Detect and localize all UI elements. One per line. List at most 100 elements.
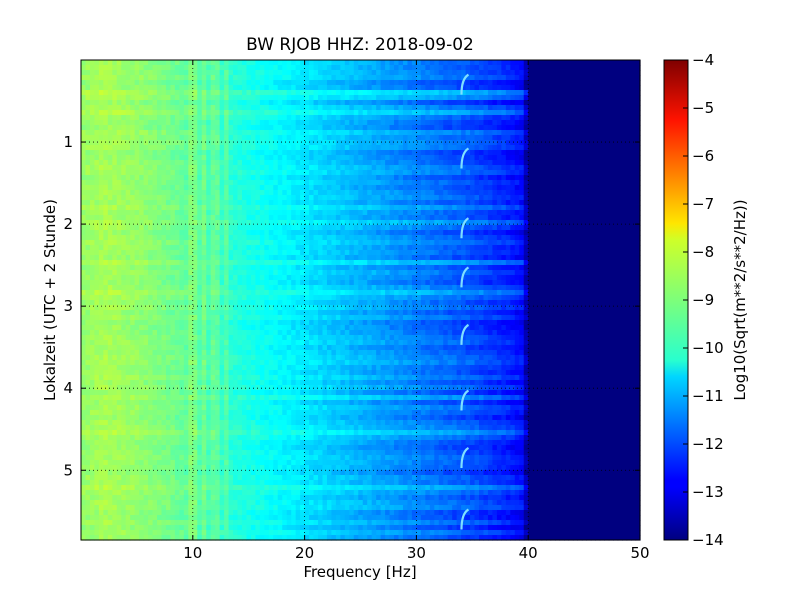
heatmap-cell [380,150,386,156]
heatmap-cell [85,100,91,106]
heatmap-cell [443,105,449,111]
heatmap-cell [326,175,333,181]
heatmap-cell [188,220,194,226]
heatmap-cell [353,80,359,86]
heatmap-cell [273,185,279,191]
heatmap-cell [188,245,194,251]
heatmap-cell [376,210,382,216]
heatmap-cell [385,125,391,131]
heatmap-cell [532,120,538,126]
heatmap-cell [608,250,614,256]
heatmap-cell [474,145,480,151]
heatmap-cell [326,100,333,106]
heatmap-cell [568,125,574,131]
heatmap-cell [443,60,449,66]
heatmap-cell [282,140,288,146]
heatmap-cell [590,100,596,106]
heatmap-cell [572,155,578,161]
heatmap-cell [295,130,301,136]
heatmap-cell [492,185,498,191]
heatmap-cell [479,75,485,81]
heatmap-cell [613,210,619,216]
heatmap-cell [134,225,140,231]
heatmap-cell [555,180,561,186]
heatmap-cell [344,155,350,161]
heatmap-cell [438,115,444,121]
heatmap-cell [157,75,163,81]
heatmap-cell [461,200,467,206]
heatmap-cell [313,165,319,171]
heatmap-cell [121,110,127,116]
heatmap-cell [246,70,252,76]
heatmap-cell [215,245,221,251]
heatmap-cell [416,200,422,206]
heatmap-cell [179,225,185,231]
heatmap-cell [577,155,583,161]
heatmap-cell [528,255,534,261]
heatmap-cell [201,110,207,116]
heatmap-cell [402,95,409,101]
heatmap-cell [479,120,485,126]
heatmap-cell [483,210,489,216]
heatmap-cell [246,90,252,96]
heatmap-cell [125,135,131,141]
heatmap-cell [85,185,91,191]
heatmap-cell [107,125,113,131]
heatmap-cell [322,80,328,86]
heatmap-cell [85,115,91,121]
heatmap-cell [358,120,364,126]
heatmap-cell [416,110,422,116]
heatmap-cell [85,170,91,176]
heatmap-cell [309,180,315,186]
heatmap-cell [81,255,87,261]
heatmap-cell [353,195,359,201]
heatmap-cell [241,255,248,261]
heatmap-cell [250,230,257,236]
heatmap-cell [434,120,440,126]
heatmap-cell [81,240,87,246]
heatmap-cell [201,150,207,156]
heatmap-cell [224,200,230,206]
heatmap-cell [563,255,570,261]
heatmap-cell [617,175,623,181]
heatmap-cell [599,185,605,191]
heatmap-cell [420,200,426,206]
heatmap-cell [510,175,516,181]
heatmap-cell [626,190,632,196]
heatmap-cell [98,75,104,81]
heatmap-cell [201,85,207,91]
heatmap-cell [528,150,534,156]
heatmap-cell [519,60,525,66]
heatmap-cell [479,110,485,116]
heatmap-cell [604,220,610,226]
heatmap-cell [519,105,525,111]
heatmap-cell [318,190,324,196]
heatmap-cell [89,90,96,96]
heatmap-cell [577,165,583,171]
heatmap-cell [470,135,476,141]
heatmap-cell [121,180,127,186]
heatmap-cell [505,115,511,121]
heatmap-cell [286,135,292,141]
heatmap-cell [577,95,583,101]
heatmap-cell [174,135,180,141]
heatmap-cell [112,155,118,161]
heatmap-cell [161,100,167,106]
heatmap-cell [237,70,243,76]
heatmap-cell [411,180,417,186]
heatmap-cell [389,135,395,141]
heatmap-cell [362,95,368,101]
heatmap-cell [514,140,520,146]
heatmap-cell [322,145,328,151]
heatmap-cell [219,195,225,201]
heatmap-cell [197,175,203,181]
heatmap-cell [134,250,140,256]
heatmap-cell [344,205,350,211]
heatmap-cell [447,60,453,66]
heatmap-cell [398,160,404,166]
heatmap-cell [514,115,520,121]
heatmap-cell [559,180,565,186]
heatmap-cell [367,90,373,96]
heatmap-cell [492,250,498,256]
heatmap-cell [514,185,520,191]
